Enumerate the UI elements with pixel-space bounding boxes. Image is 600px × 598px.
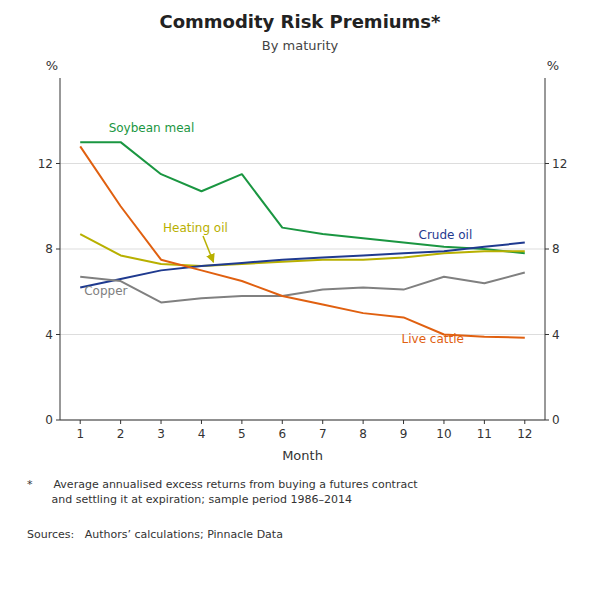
footnote: Sources: Authors’ calculations; Pinnacle… [27,528,283,541]
y-tick [56,334,60,335]
y2-tick-label: 0 [552,413,560,427]
chart: Commodity Risk Premiums*By maturity04812… [0,0,600,598]
y-tick-label: 8 [45,242,53,256]
subtitle: By maturity [262,38,339,53]
y2-axis-label: % [547,58,559,73]
x-tick-label: 7 [319,427,327,441]
x-tick-label: 5 [238,427,246,441]
series-line [80,146,525,337]
x-tick [161,420,162,424]
x-tick-label: 12 [517,427,532,441]
y-tick-label: 12 [38,157,53,171]
series-line [80,142,525,253]
series-label: Heating oil [163,221,228,235]
series-label: Live cattle [402,332,464,346]
x-axis-label: Month [282,448,323,463]
footnote-line: * Average annualised excess returns from… [27,478,418,491]
y2-tick [545,249,549,250]
y2-tick-label: 4 [552,328,560,342]
y2-tick-label: 8 [552,242,560,256]
footnote-line: and settling it at expiration; sample pe… [27,493,352,506]
y-axis-label: % [46,58,58,73]
x-tick [484,420,485,424]
x-tick-label: 8 [359,427,367,441]
y-tick [56,163,60,164]
x-tick [363,420,364,424]
x-tick-label: 1 [76,427,84,441]
x-tick [524,420,525,424]
x-tick-label: 6 [278,427,286,441]
series-label: Copper [84,284,127,298]
x-tick-label: 11 [477,427,492,441]
x-tick [201,420,202,424]
series-label: Crude oil [419,228,473,242]
y2-tick [545,163,549,164]
footnote-line: Sources: Authors’ calculations; Pinnacle… [27,528,283,541]
x-axis-line [60,420,545,421]
x-tick [322,420,323,424]
y-tick [56,249,60,250]
title: Commodity Risk Premiums* [160,11,442,32]
x-tick-label: 3 [157,427,165,441]
label-arrow [203,236,213,262]
series-label: Soybean meal [109,121,195,135]
y-tick [56,420,60,421]
y-tick-label: 0 [45,413,53,427]
plot-lines [80,142,525,338]
y-tick-label: 4 [45,328,53,342]
grid-line [60,420,545,421]
series-line [80,243,525,288]
x-tick-label: 2 [117,427,125,441]
y2-tick [545,334,549,335]
x-tick [282,420,283,424]
series-line [80,273,525,303]
x-tick [120,420,121,424]
y2-tick [545,420,549,421]
x-tick [80,420,81,424]
grid-line [60,163,545,164]
y2-tick-label: 12 [552,157,567,171]
x-tick [443,420,444,424]
footnote: * Average annualised excess returns from… [27,478,418,506]
x-tick-label: 4 [198,427,206,441]
grid-line [60,334,545,335]
x-tick [241,420,242,424]
x-tick-label: 9 [400,427,408,441]
x-tick-label: 10 [436,427,451,441]
x-tick [403,420,404,424]
